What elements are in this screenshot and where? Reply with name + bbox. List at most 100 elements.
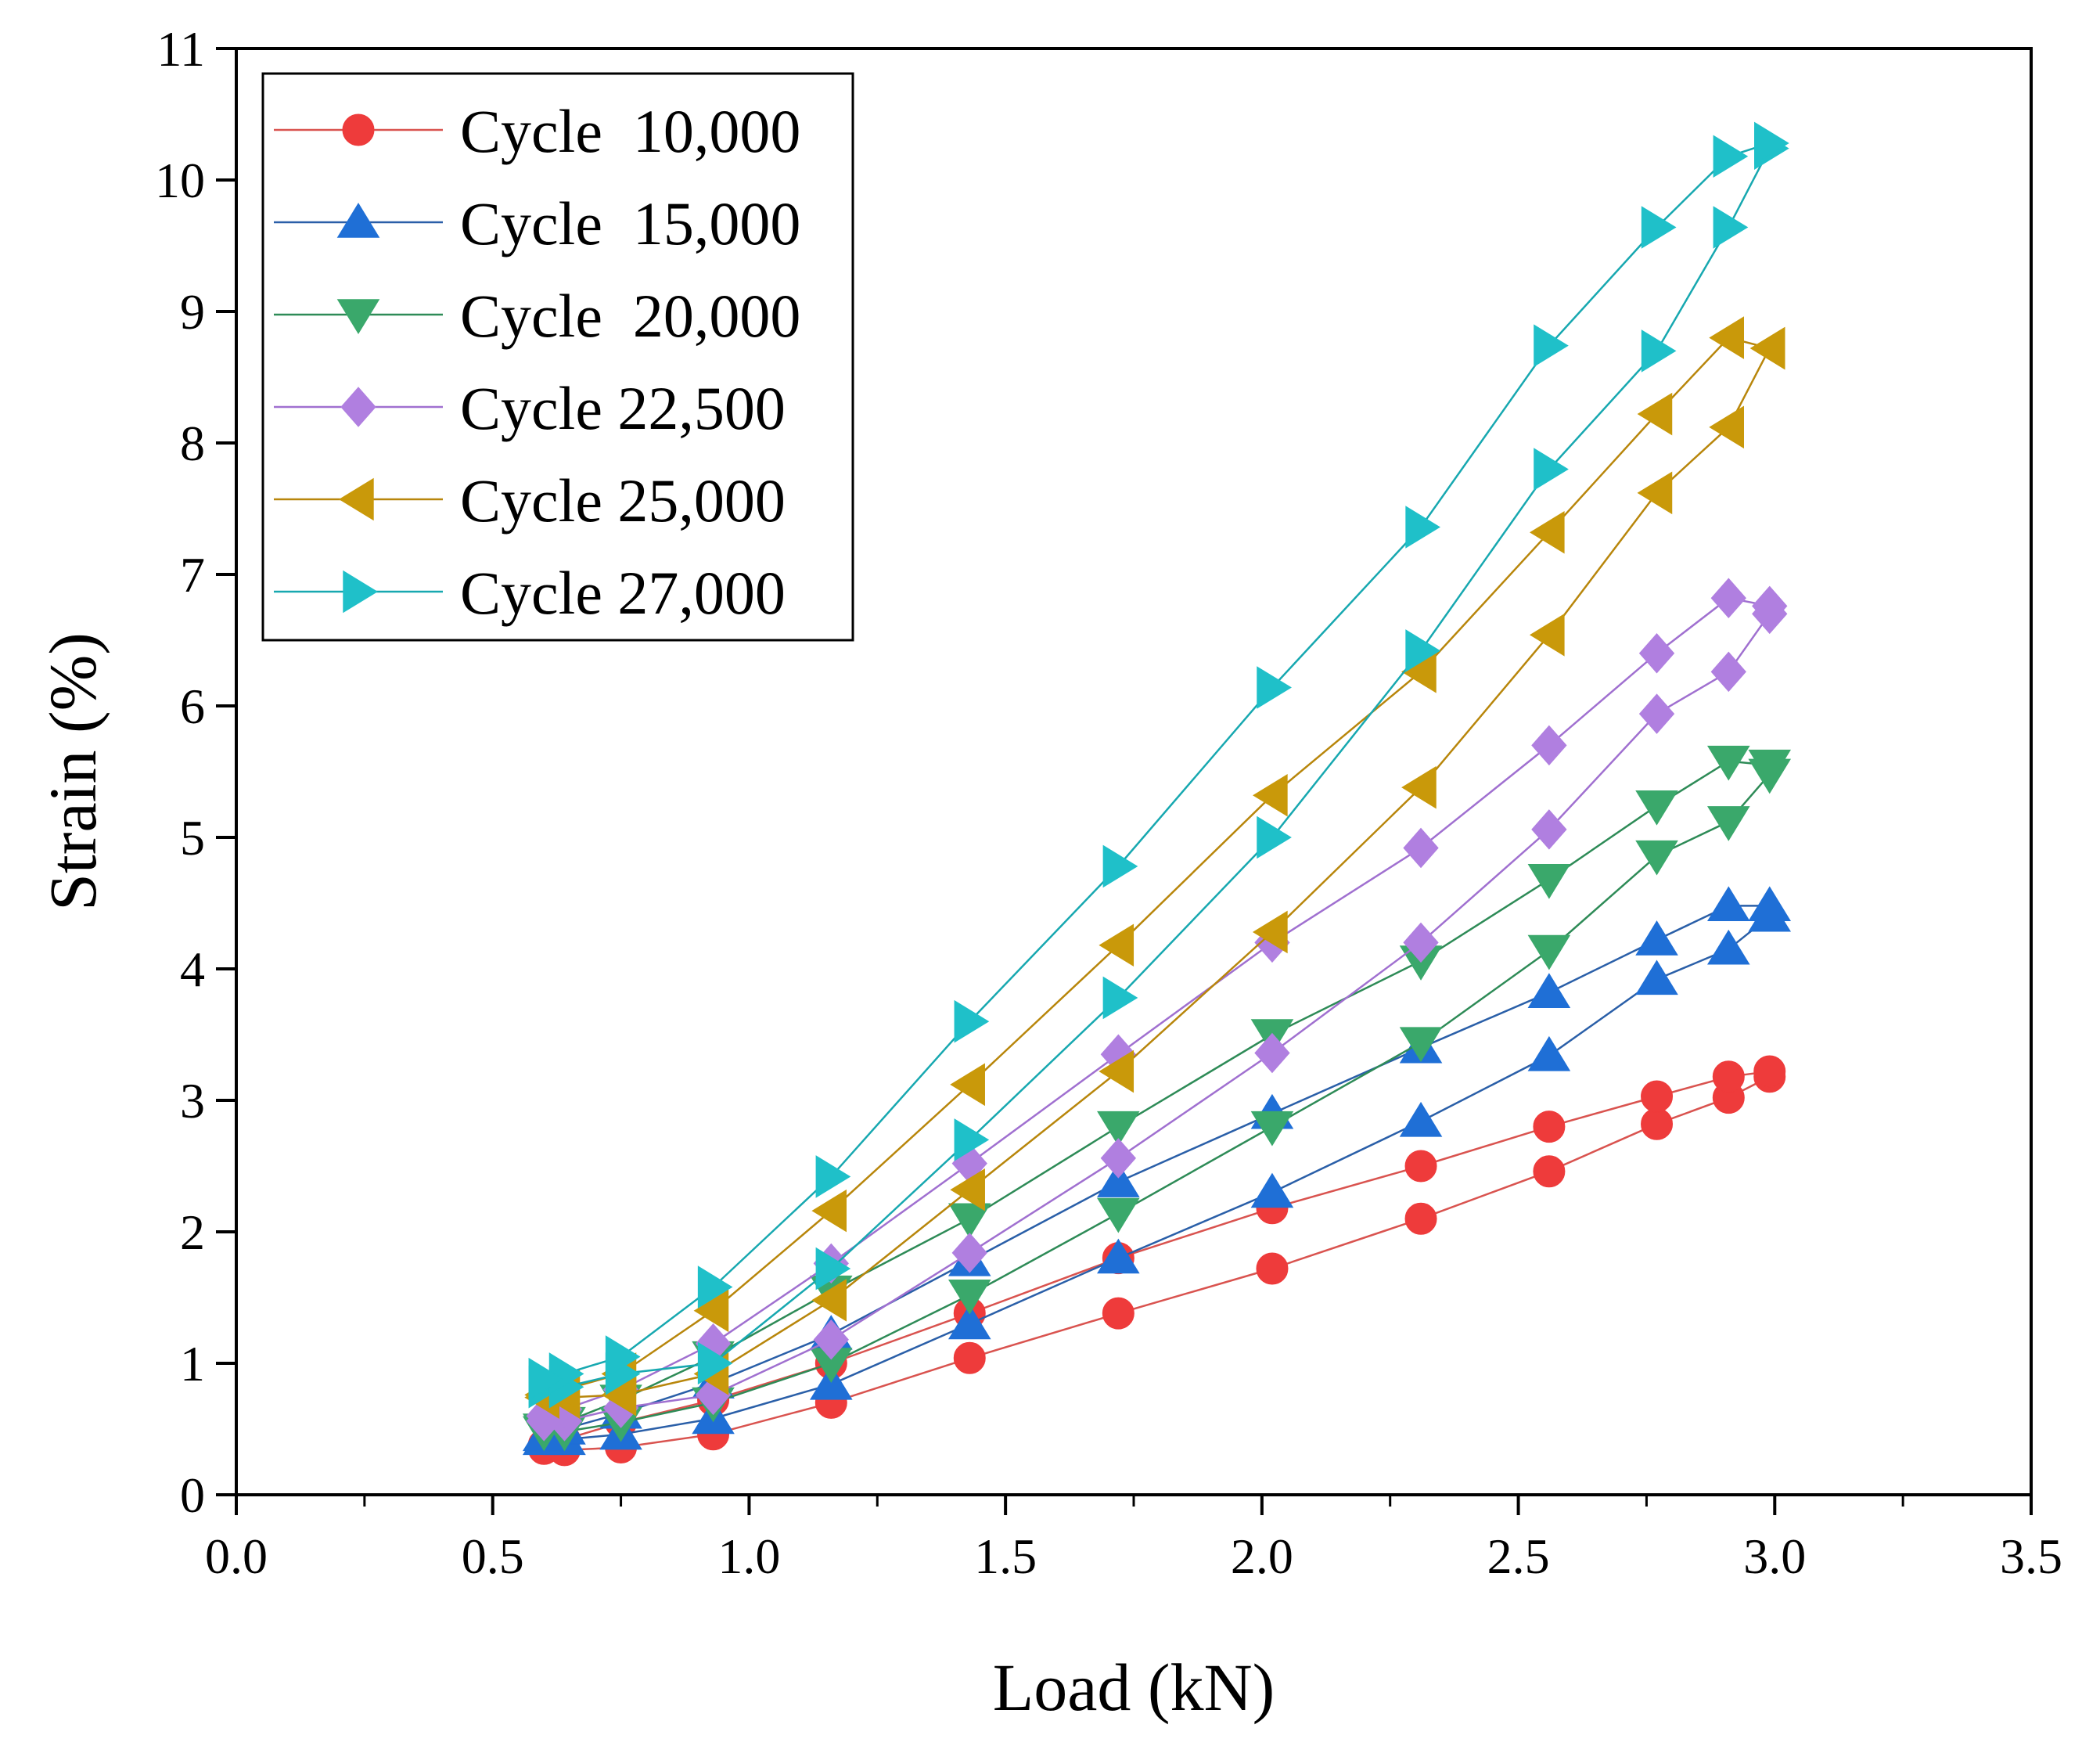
y-tick-label: 10 xyxy=(155,153,205,208)
y-tick-label: 7 xyxy=(180,547,205,603)
legend-box xyxy=(261,72,854,642)
y-tick-label: 11 xyxy=(156,21,205,77)
data-point xyxy=(1635,840,1678,876)
data-point xyxy=(1638,633,1675,674)
legend-label: Cycle 27,000 xyxy=(460,559,786,627)
legend-label: Cycle 15,000 xyxy=(460,189,800,257)
data-point xyxy=(1527,934,1571,970)
data-point xyxy=(1748,749,1792,785)
data-point xyxy=(950,1168,985,1211)
y-tick-label: 8 xyxy=(180,416,205,471)
legend-label: Cycle 22,500 xyxy=(460,374,786,442)
data-point xyxy=(811,1189,847,1233)
y-tick-label: 9 xyxy=(180,284,205,340)
data-point xyxy=(605,1335,641,1378)
data-point xyxy=(1710,578,1746,618)
x-tick-label: 1.5 xyxy=(974,1528,1037,1584)
data-point xyxy=(1752,585,1788,627)
data-point xyxy=(1641,1107,1674,1140)
legend: Cycle 10,000 Cycle 15,000 Cycle 20,000 Cycl… xyxy=(261,72,854,642)
data-point xyxy=(1709,316,1744,359)
x-tick-label: 3.0 xyxy=(1743,1528,1806,1584)
data-point xyxy=(1641,206,1677,249)
data-point xyxy=(948,1279,991,1315)
data-point xyxy=(815,1155,851,1198)
data-point xyxy=(1253,773,1288,817)
legend-marker xyxy=(336,203,380,238)
data-point xyxy=(1641,1080,1674,1113)
data-point xyxy=(811,1279,847,1322)
data-point xyxy=(528,1357,564,1401)
data-point xyxy=(1399,1027,1443,1063)
data-point xyxy=(1754,121,1789,165)
data-point xyxy=(1531,809,1567,850)
data-point xyxy=(813,1319,849,1360)
legend-marker xyxy=(340,387,376,427)
data-point xyxy=(1097,1238,1140,1274)
data-point xyxy=(1753,1055,1786,1088)
data-point xyxy=(1102,844,1138,888)
data-point xyxy=(1250,1172,1294,1208)
data-point xyxy=(953,1341,986,1374)
data-point xyxy=(1707,806,1750,841)
legend-item: Cycle 22,500 xyxy=(274,374,786,442)
y-axis-title: Strain (%) xyxy=(35,632,110,911)
data-point xyxy=(697,1341,733,1385)
data-point xyxy=(1099,1049,1135,1093)
data-point xyxy=(1097,1162,1140,1197)
data-point xyxy=(1527,1035,1571,1071)
data-point xyxy=(1404,1202,1437,1235)
data-point xyxy=(1635,959,1678,995)
legend-item: Cycle 20,000 xyxy=(274,282,800,350)
data-point xyxy=(1254,1032,1290,1074)
data-point xyxy=(1102,1297,1135,1330)
data-point xyxy=(1405,506,1440,549)
data-point xyxy=(1403,827,1439,869)
y-tick-label: 4 xyxy=(180,941,205,997)
data-point xyxy=(1707,886,1750,922)
data-point xyxy=(1710,651,1746,693)
data-point xyxy=(1534,324,1569,367)
data-point xyxy=(1534,448,1569,491)
data-point xyxy=(1637,392,1673,436)
legend-label: Cycle 25,000 xyxy=(460,466,786,535)
data-point xyxy=(1713,206,1749,249)
x-tick-label: 0.0 xyxy=(205,1528,268,1584)
x-tick-label: 0.5 xyxy=(462,1528,524,1584)
legend-marker xyxy=(339,477,374,521)
data-point xyxy=(1404,1150,1437,1183)
y-tick-label: 2 xyxy=(180,1204,205,1260)
y-tick-label: 5 xyxy=(180,810,205,866)
data-point xyxy=(1253,910,1288,954)
y-tick-label: 1 xyxy=(180,1336,205,1391)
data-point xyxy=(954,1118,990,1161)
data-point xyxy=(1527,864,1571,899)
data-point xyxy=(1257,666,1292,709)
x-tick-label: 1.0 xyxy=(717,1528,780,1584)
data-point xyxy=(1257,815,1292,859)
data-point xyxy=(1256,1252,1289,1285)
legend-item: Cycle 10,000 xyxy=(274,97,800,165)
series-layer xyxy=(522,121,1792,1467)
data-point xyxy=(1635,920,1678,956)
data-point xyxy=(1097,1197,1140,1233)
data-point xyxy=(1100,1138,1137,1179)
data-point xyxy=(1638,693,1675,734)
data-point xyxy=(1102,976,1138,1020)
data-point xyxy=(1533,1111,1566,1143)
data-point xyxy=(1099,923,1135,967)
data-point xyxy=(1712,1060,1745,1093)
legend-marker xyxy=(342,113,375,146)
data-point xyxy=(1637,471,1673,515)
data-point xyxy=(1405,629,1440,672)
data-point xyxy=(1529,613,1565,657)
data-point xyxy=(1097,1111,1140,1147)
data-point xyxy=(1403,922,1439,963)
data-point xyxy=(815,1247,851,1291)
data-point xyxy=(1641,329,1677,373)
data-point xyxy=(1707,745,1750,781)
data-point xyxy=(1401,765,1437,809)
y-tick-label: 0 xyxy=(180,1467,205,1523)
data-point xyxy=(1527,973,1571,1008)
